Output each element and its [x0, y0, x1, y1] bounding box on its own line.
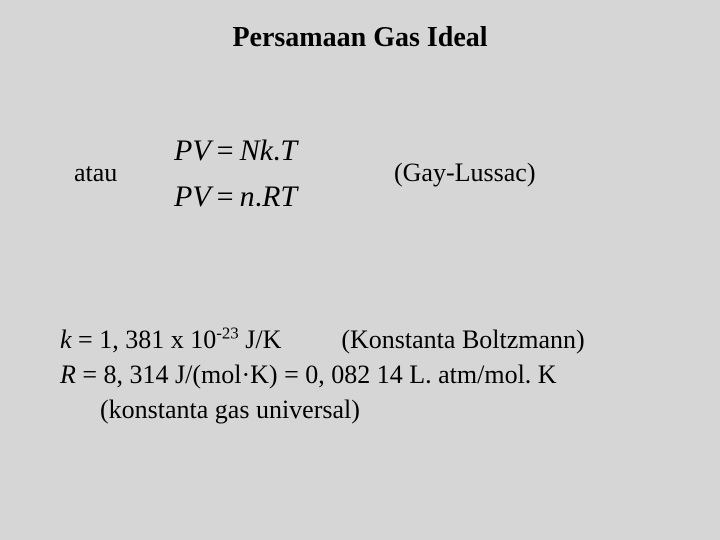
symbol-k: k — [60, 325, 72, 354]
slide: Persamaan Gas Ideal atau PV=Nk.T PV=n.RT… — [0, 0, 720, 540]
eq2-n: n — [240, 180, 255, 213]
label-atau: atau — [74, 158, 117, 188]
eq1-k: k — [260, 134, 273, 167]
eq2-V: V — [192, 180, 210, 213]
eq1-equals: = — [211, 134, 240, 167]
equation-2: PV=n.RT — [174, 180, 297, 214]
equation-1: PV=Nk.T — [174, 134, 297, 168]
R-rest: = 8, 314 J/(mol·K) = 0, 082 14 L. atm/mo… — [76, 360, 557, 389]
eq1-N: N — [240, 134, 260, 167]
eq2-equals: = — [211, 180, 240, 213]
k-eq: = — [72, 325, 100, 354]
k-exponent: -23 — [216, 323, 239, 342]
line-R: R = 8, 314 J/(mol·K) = 0, 082 14 L. atm/… — [60, 357, 670, 392]
eq2-dot: . — [255, 180, 263, 213]
eq1-T: T — [280, 134, 297, 167]
eq1-P: P — [174, 134, 192, 167]
line-universal: (konstanta gas universal) — [60, 392, 670, 427]
symbol-R: R — [60, 360, 76, 389]
label-gay-lussac: (Gay-Lussac) — [394, 158, 536, 188]
slide-title: Persamaan Gas Ideal — [0, 22, 720, 54]
eq1-V: V — [192, 134, 210, 167]
k-label: (Konstanta Boltzmann) — [341, 325, 584, 354]
eq2-R: R — [262, 180, 280, 213]
k-value: 1, 381 x 10 — [99, 325, 216, 354]
k-unit: J/K — [239, 325, 282, 354]
eq2-P: P — [174, 180, 192, 213]
body-text: k = 1, 381 x 10-23 J/K (Konstanta Boltzma… — [60, 322, 670, 427]
line-k: k = 1, 381 x 10-23 J/K (Konstanta Boltzma… — [60, 322, 670, 357]
eq2-T: T — [280, 180, 297, 213]
